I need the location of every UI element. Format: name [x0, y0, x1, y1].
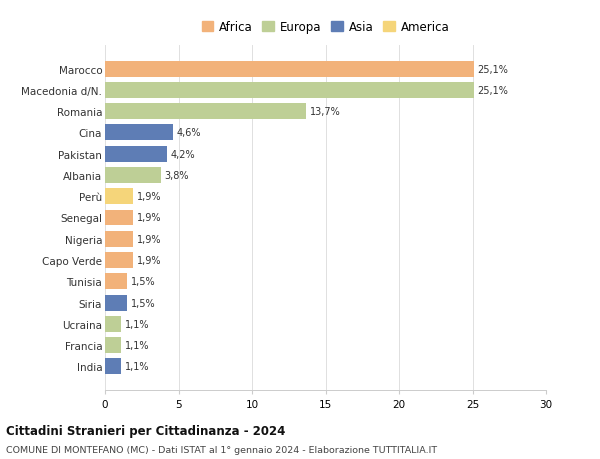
- Text: 1,9%: 1,9%: [137, 192, 161, 202]
- Text: 13,7%: 13,7%: [310, 107, 341, 117]
- Bar: [105, 125, 173, 141]
- Bar: [105, 210, 133, 226]
- Bar: [105, 146, 167, 162]
- Text: 1,5%: 1,5%: [131, 298, 155, 308]
- Text: 4,6%: 4,6%: [176, 128, 201, 138]
- Text: 25,1%: 25,1%: [478, 65, 509, 74]
- Text: 25,1%: 25,1%: [478, 86, 509, 96]
- Bar: [105, 274, 127, 290]
- Bar: [105, 295, 127, 311]
- Bar: [105, 358, 121, 375]
- Bar: [105, 168, 161, 184]
- Bar: [105, 252, 133, 269]
- Text: 1,9%: 1,9%: [137, 256, 161, 265]
- Bar: [105, 83, 474, 99]
- Text: 1,1%: 1,1%: [125, 362, 149, 371]
- Text: 1,9%: 1,9%: [137, 213, 161, 223]
- Legend: Africa, Europa, Asia, America: Africa, Europa, Asia, America: [198, 17, 453, 37]
- Text: 4,2%: 4,2%: [170, 149, 195, 159]
- Bar: [105, 62, 474, 78]
- Text: COMUNE DI MONTEFANO (MC) - Dati ISTAT al 1° gennaio 2024 - Elaborazione TUTTITAL: COMUNE DI MONTEFANO (MC) - Dati ISTAT al…: [6, 445, 437, 454]
- Text: 1,1%: 1,1%: [125, 319, 149, 329]
- Text: 1,9%: 1,9%: [137, 234, 161, 244]
- Bar: [105, 231, 133, 247]
- Bar: [105, 104, 307, 120]
- Bar: [105, 337, 121, 353]
- Text: Cittadini Stranieri per Cittadinanza - 2024: Cittadini Stranieri per Cittadinanza - 2…: [6, 425, 286, 437]
- Bar: [105, 189, 133, 205]
- Text: 1,5%: 1,5%: [131, 277, 155, 287]
- Text: 3,8%: 3,8%: [164, 171, 189, 180]
- Bar: [105, 316, 121, 332]
- Text: 1,1%: 1,1%: [125, 340, 149, 350]
